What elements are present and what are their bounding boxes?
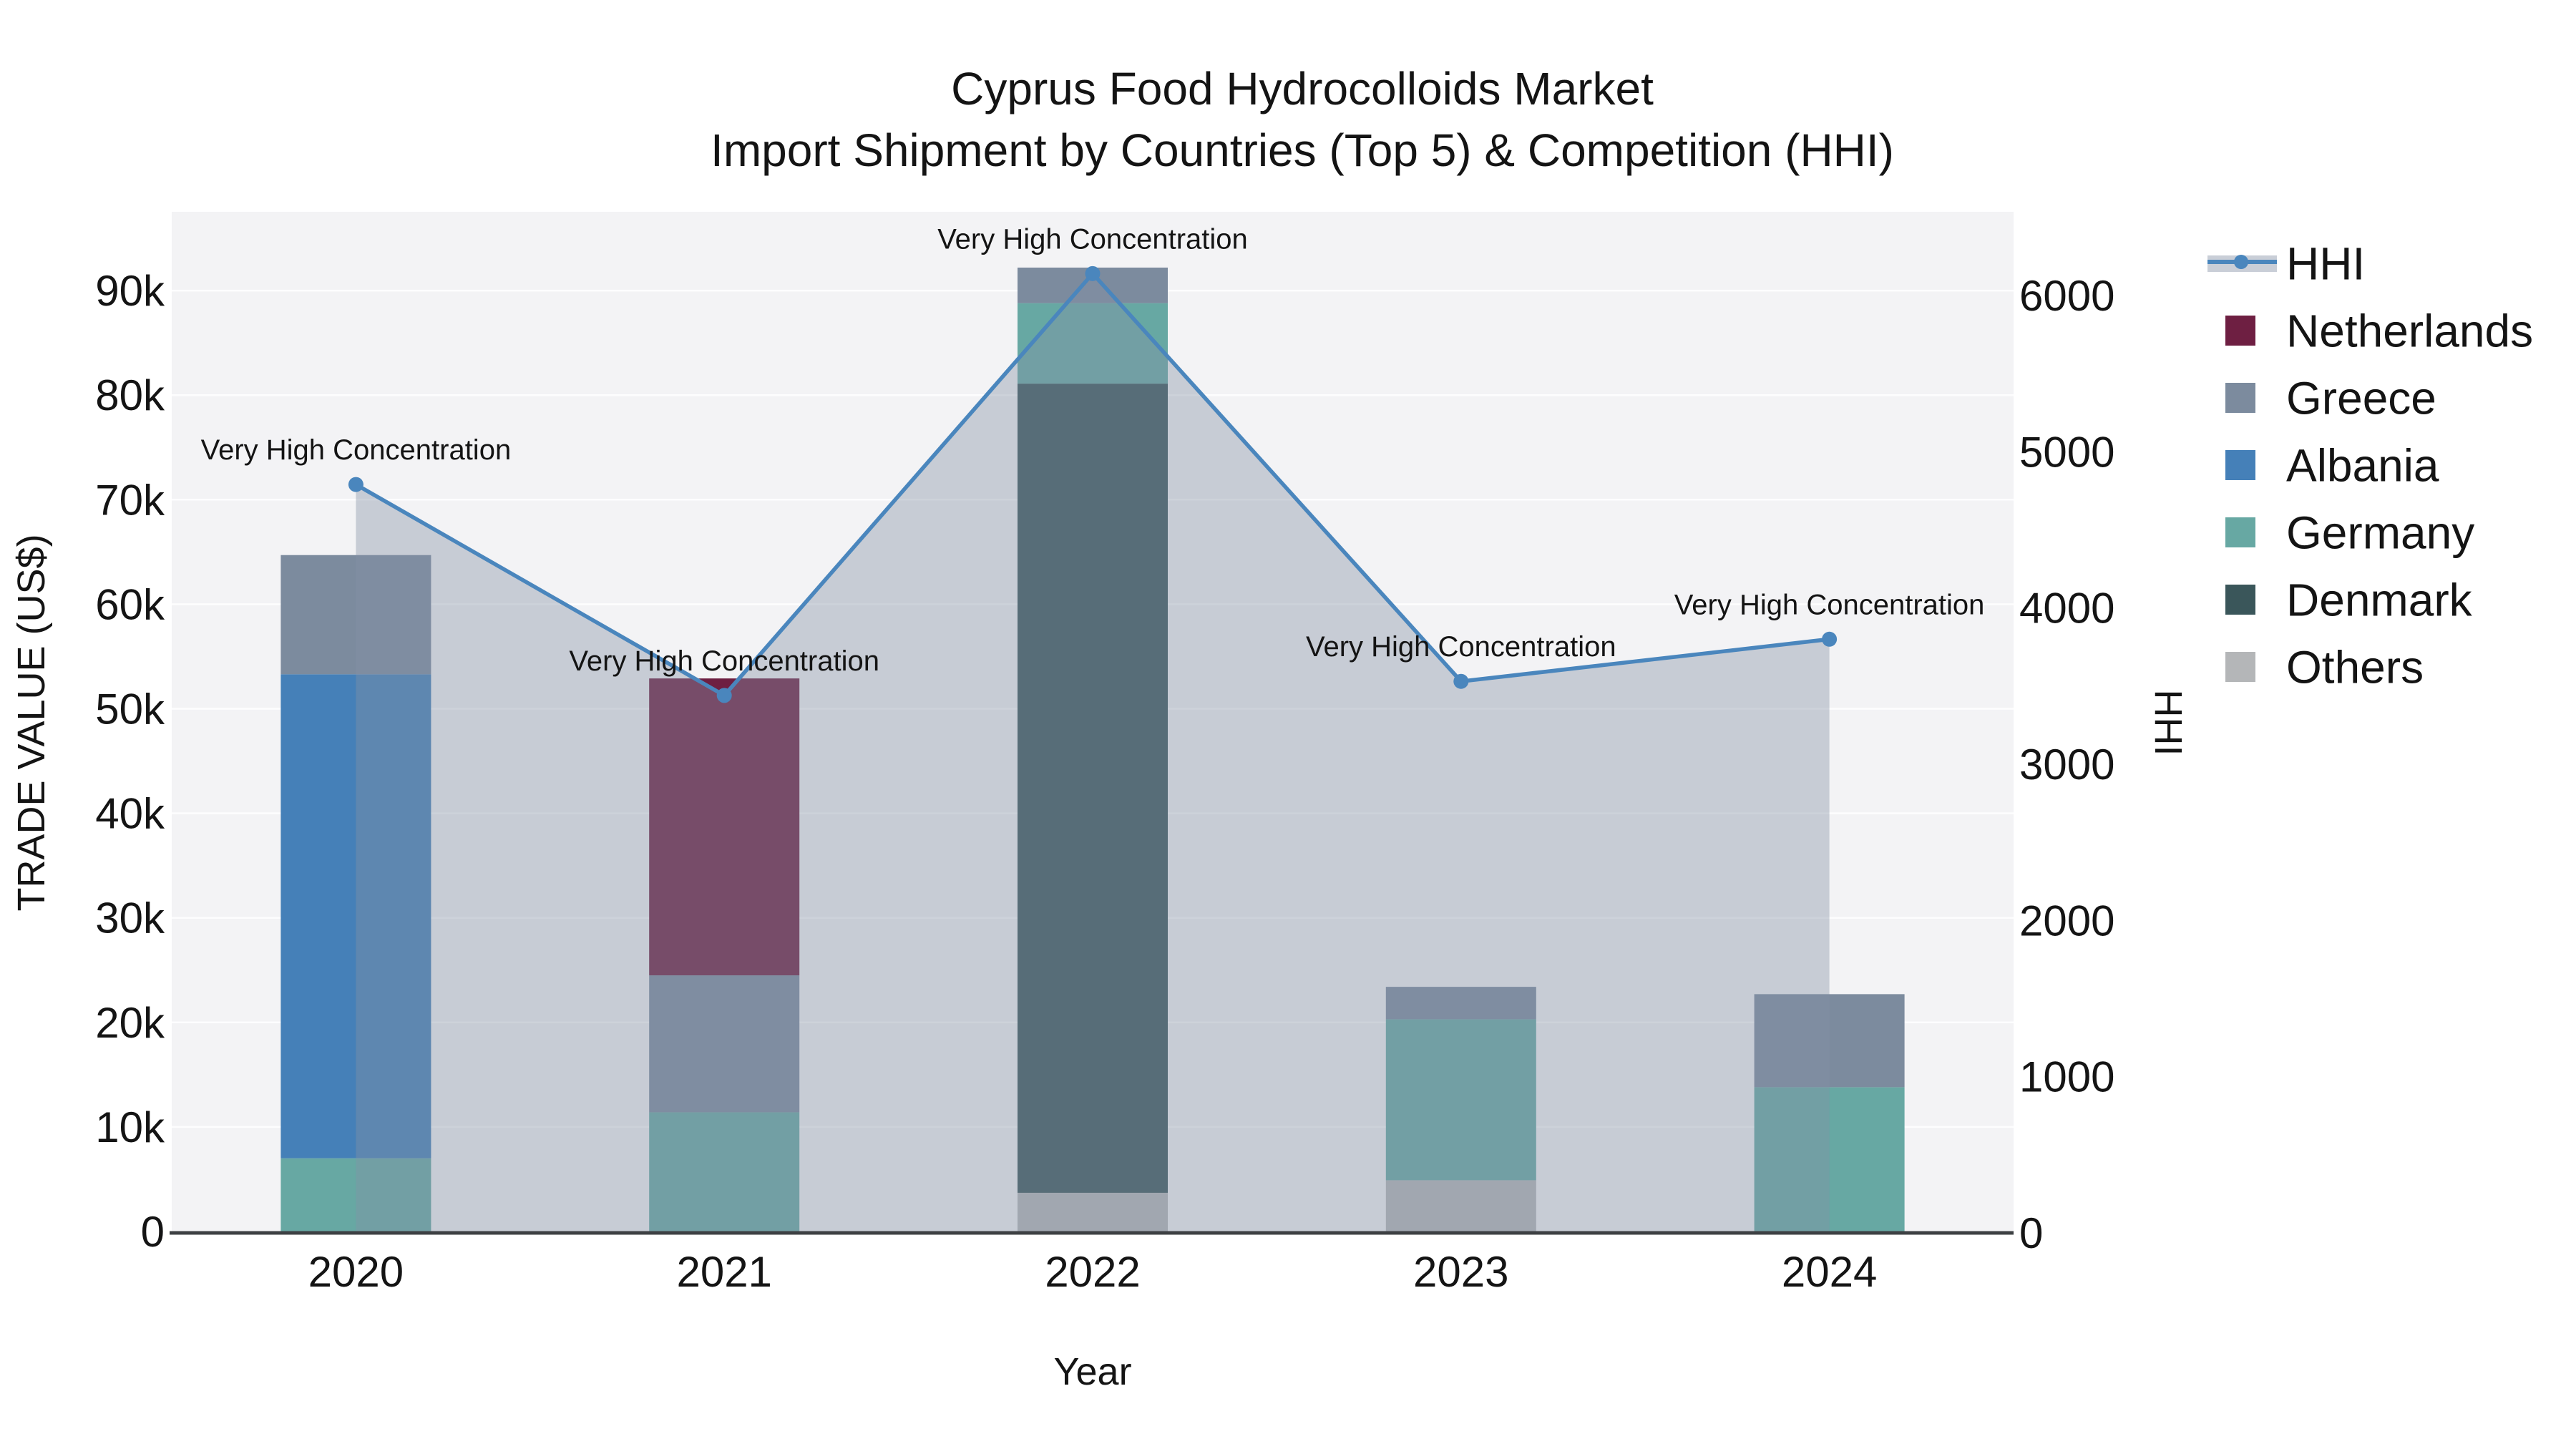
chart-title-line2: Import Shipment by Countries (Top 5) & C… xyxy=(711,125,1894,176)
hhi-marker-2023 xyxy=(1453,673,1469,689)
x-tick-label: 2021 xyxy=(676,1248,771,1296)
bar-segment-greece-2021 xyxy=(649,975,800,1113)
y2-tick-label: 5000 xyxy=(2019,428,2114,476)
bar-segment-germany-2020 xyxy=(280,1158,431,1231)
y-tick-label: 10k xyxy=(95,1103,165,1151)
bar-segment-germany-2024 xyxy=(1754,1087,1905,1231)
bar-segment-germany-2021 xyxy=(649,1112,800,1231)
bar-segment-greece-2020 xyxy=(280,555,431,675)
x-tick-label: 2022 xyxy=(1045,1248,1140,1296)
y-axis-title: TRADE VALUE (US$) xyxy=(10,534,53,911)
hhi-marker-2021 xyxy=(716,688,732,703)
y2-tick-label: 1000 xyxy=(2019,1053,2114,1101)
bar-segment-others-2022 xyxy=(1018,1192,1168,1231)
y2-tick-label: 2000 xyxy=(2019,897,2114,945)
x-tick-label: 2023 xyxy=(1413,1248,1508,1296)
bar-segment-germany-2022 xyxy=(1018,303,1168,384)
y-tick-label: 0 xyxy=(141,1208,165,1256)
legend-item-denmark: Denmark xyxy=(2225,574,2473,625)
bar-segment-denmark-2022 xyxy=(1018,384,1168,1193)
legend-item-netherlands: Netherlands xyxy=(2225,305,2533,356)
legend-label-netherlands: Netherlands xyxy=(2286,305,2533,356)
hhi-marker-2022 xyxy=(1085,265,1101,281)
legend-item-greece: Greece xyxy=(2225,372,2436,424)
x-tick-label: 2020 xyxy=(308,1248,404,1296)
legend-item-others: Others xyxy=(2225,641,2424,693)
annotation-2021: Very High Concentration xyxy=(569,645,879,677)
legend-label-greece: Greece xyxy=(2286,372,2436,424)
legend-swatch-germany xyxy=(2225,517,2255,547)
annotation-2023: Very High Concentration xyxy=(1306,631,1616,663)
legend-item-albania: Albania xyxy=(2225,439,2439,491)
annotation-2024: Very High Concentration xyxy=(1674,589,1985,620)
y-tick-label: 60k xyxy=(95,580,165,628)
bar-segment-greece-2024 xyxy=(1754,994,1905,1088)
legend: HHI Netherlands Greece Albania Germany Denmar… xyxy=(2207,238,2533,693)
y2-tick-label: 6000 xyxy=(2019,272,2114,320)
legend-swatch-greece xyxy=(2225,383,2255,413)
legend-swatch-others xyxy=(2225,652,2255,682)
legend-item-germany: Germany xyxy=(2225,507,2474,558)
bar-segment-netherlands-2021 xyxy=(649,678,800,976)
legend-label-albania: Albania xyxy=(2286,439,2439,491)
y2-axis-title: HHI xyxy=(2147,690,2190,756)
legend-label-hhi: HHI xyxy=(2286,238,2365,289)
chart-title-line1: Cyprus Food Hydrocolloids Market xyxy=(951,63,1654,114)
y2-tick-label: 0 xyxy=(2019,1209,2043,1257)
legend-swatch-denmark xyxy=(2225,585,2255,615)
y-tick-label: 80k xyxy=(95,371,165,419)
annotation-2022: Very High Concentration xyxy=(937,223,1248,255)
y2-tick-label: 4000 xyxy=(2019,585,2114,633)
y-tick-label: 70k xyxy=(95,476,165,524)
y-tick-label: 90k xyxy=(95,267,165,315)
annotation-2020: Very High Concentration xyxy=(201,434,512,466)
x-axis-title: Year xyxy=(1053,1350,1131,1393)
legend-label-others: Others xyxy=(2286,641,2424,693)
legend-label-germany: Germany xyxy=(2286,507,2474,558)
bar-segment-others-2023 xyxy=(1385,1180,1536,1231)
legend-swatch-netherlands xyxy=(2225,316,2255,346)
bar-segment-germany-2023 xyxy=(1385,1019,1536,1181)
legend-swatch-albania xyxy=(2225,450,2255,480)
legend-item-hhi: HHI xyxy=(2207,238,2365,289)
legend-label-denmark: Denmark xyxy=(2286,574,2473,625)
x-tick-label: 2024 xyxy=(1782,1248,1877,1296)
y-tick-label: 30k xyxy=(95,894,165,942)
y2-tick-label: 3000 xyxy=(2019,741,2114,789)
hhi-marker-2024 xyxy=(1822,631,1838,647)
y-tick-label: 40k xyxy=(95,790,165,838)
hhi-marker-2020 xyxy=(348,477,364,492)
y-tick-label: 50k xyxy=(95,686,165,733)
bar-segment-greece-2023 xyxy=(1385,987,1536,1020)
hhi-fill-area xyxy=(356,273,1830,1233)
bar-segment-albania-2020 xyxy=(280,674,431,1158)
legend-hhi-marker-icon xyxy=(2234,255,2248,269)
y-tick-label: 20k xyxy=(95,999,165,1047)
